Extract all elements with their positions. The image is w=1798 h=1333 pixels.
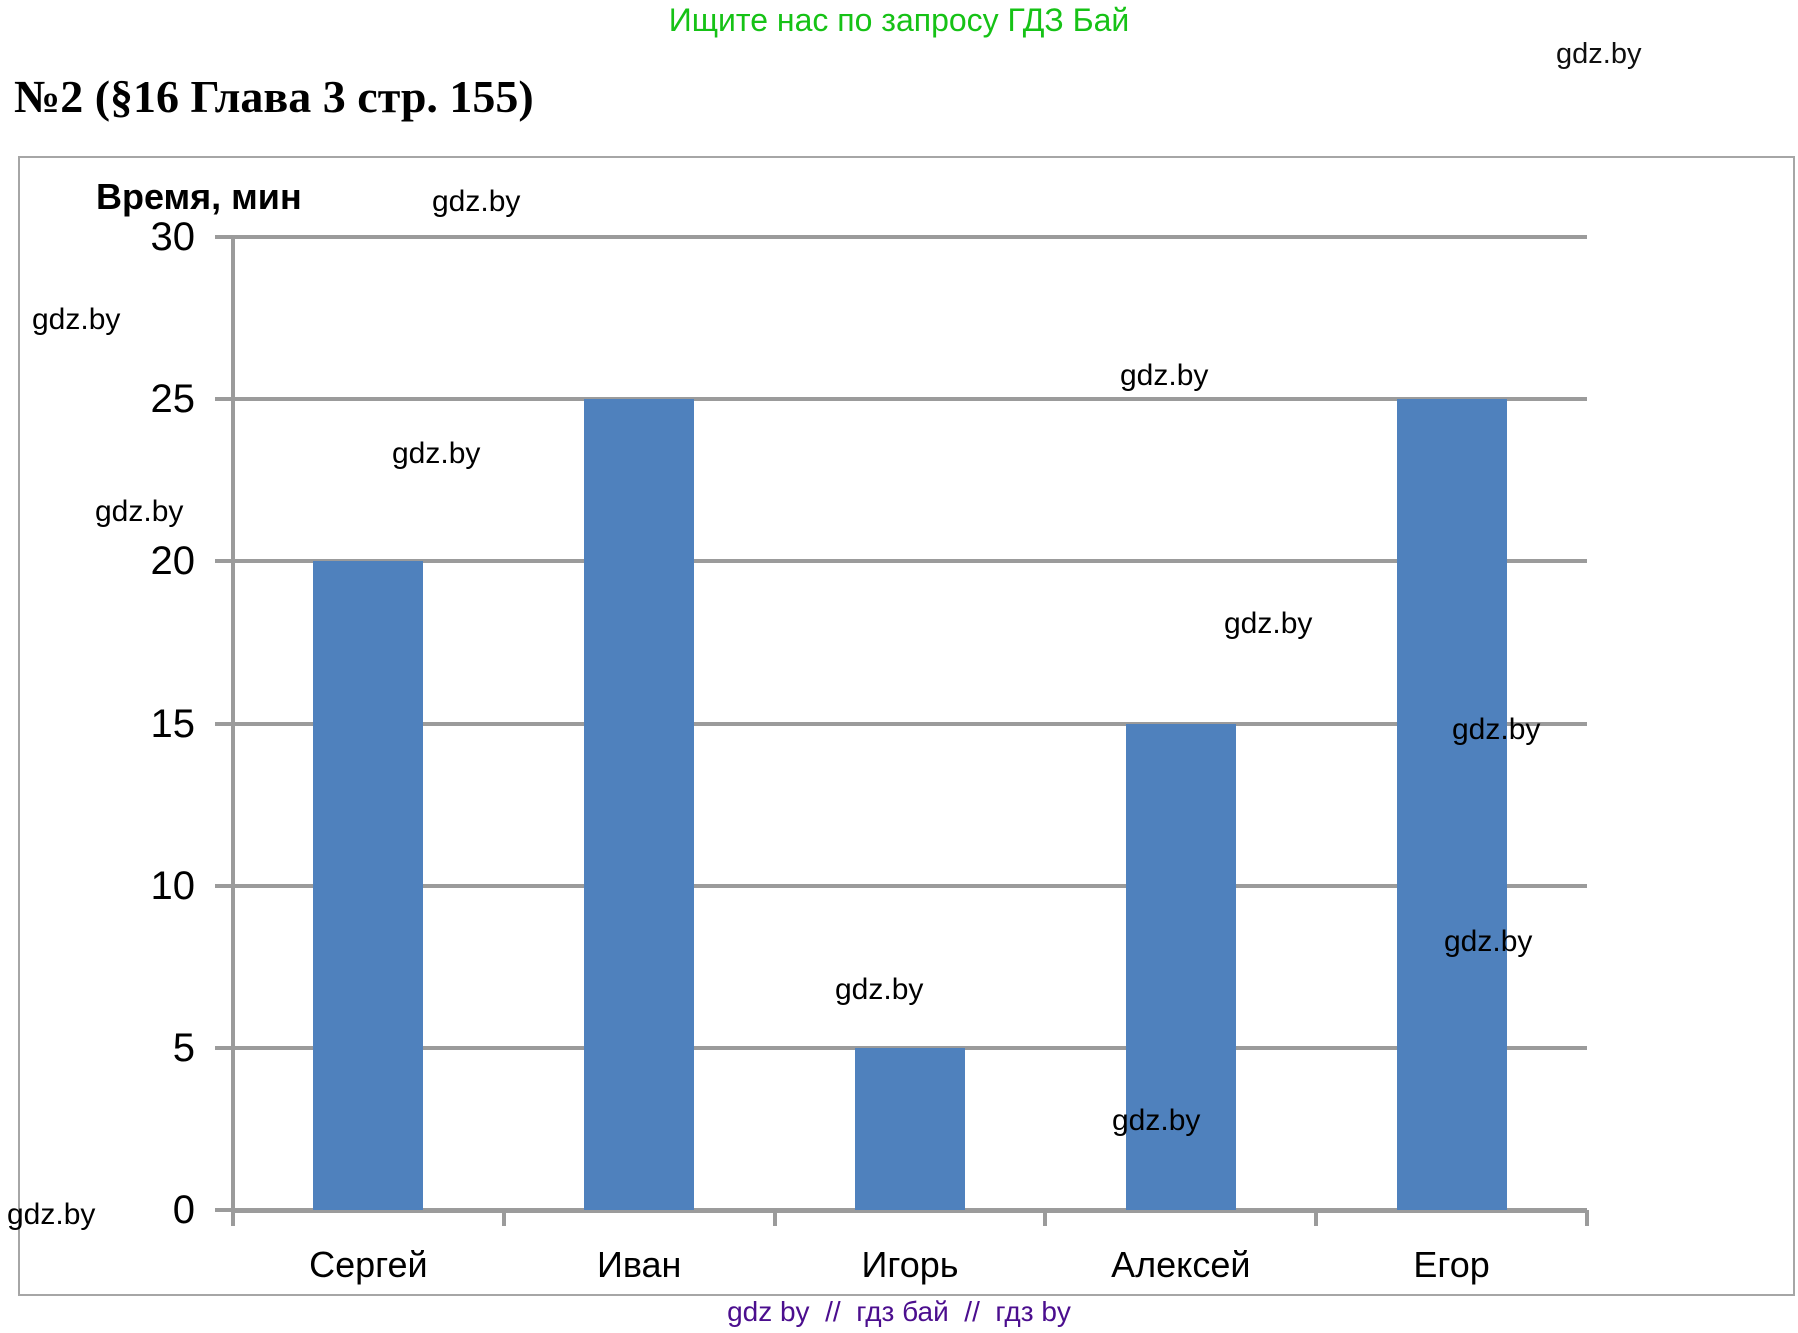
category-label-Игорь: Игорь [861, 1244, 959, 1285]
category-label-Егор: Егор [1413, 1244, 1490, 1285]
y-axis-tick-10 [215, 883, 233, 888]
y-axis-tick-15 [215, 721, 233, 726]
gdzby-watermark: gdz.by [1112, 1104, 1201, 1137]
y-tick-label-30: 30 [150, 215, 196, 259]
gdzby-watermark: gdz.by [7, 1198, 96, 1231]
footer-watermark: gdz by // гдз бай // гдз by [727, 1296, 1071, 1327]
y-tick-label-20: 20 [150, 539, 196, 584]
category-label-Сергей: Сергей [309, 1244, 428, 1285]
y-axis-tick-25 [215, 397, 233, 402]
y-axis-title: Время, мин [96, 176, 302, 217]
y-tick-label-15: 15 [150, 701, 196, 746]
y-axis-line [231, 237, 235, 1210]
gridline-y-30 [233, 235, 1587, 239]
y-axis-tick-5 [215, 1045, 233, 1050]
gdzby-watermark: gdz.by [1224, 607, 1313, 640]
x-axis-tick-3 [1043, 1210, 1048, 1226]
x-axis-tick-0 [231, 1210, 235, 1226]
gdzby-watermark: gdz.by [835, 973, 924, 1006]
category-label-Иван: Иван [596, 1244, 682, 1285]
y-tick-label-5: 5 [172, 1025, 195, 1070]
gdzby-watermark: gdz.by [432, 185, 521, 218]
gdzby-watermark: gdz.by [1444, 925, 1533, 958]
y-axis-tick-20 [215, 559, 233, 564]
y-tick-label-25: 25 [150, 377, 196, 422]
bar-Алексей [1125, 723, 1236, 1210]
x-axis-line [233, 1208, 1587, 1213]
gridline-y-25 [233, 397, 1587, 402]
x-axis-tick-4 [1314, 1210, 1319, 1226]
bar-Игорь [855, 1047, 965, 1210]
promo-banner: Ищите нас по запросу ГДЗ Бай [668, 2, 1130, 38]
bar-Иван [584, 399, 695, 1210]
bar-Сергей [313, 561, 424, 1210]
page-title: №2 (§16 Глава 3 стр. 155) [14, 71, 534, 122]
gridline-y-15 [233, 721, 1587, 726]
y-axis-tick-0 [215, 1208, 233, 1212]
bar-Егор [1396, 399, 1507, 1210]
chart-border-box [18, 156, 1795, 1296]
gdzby-watermark: gdz.by [95, 495, 184, 528]
x-axis-tick-5 [1585, 1210, 1589, 1226]
x-axis-tick-1 [501, 1210, 506, 1226]
brand-watermark-top-right: gdz.by [1556, 38, 1642, 70]
x-axis-tick-2 [772, 1210, 777, 1226]
y-axis-tick-30 [215, 235, 233, 239]
y-tick-label-0: 0 [172, 1188, 195, 1232]
gridline-y-20 [233, 559, 1587, 564]
y-tick-label-10: 10 [150, 863, 196, 908]
gridline-y-10 [233, 883, 1587, 888]
gdzby-watermark: gdz.by [392, 437, 481, 470]
gdzby-watermark: gdz.by [32, 303, 121, 336]
gdzby-watermark: gdz.by [1120, 359, 1209, 392]
category-label-Алексей: Алексей [1111, 1244, 1251, 1285]
gdzby-watermark: gdz.by [1452, 713, 1541, 746]
